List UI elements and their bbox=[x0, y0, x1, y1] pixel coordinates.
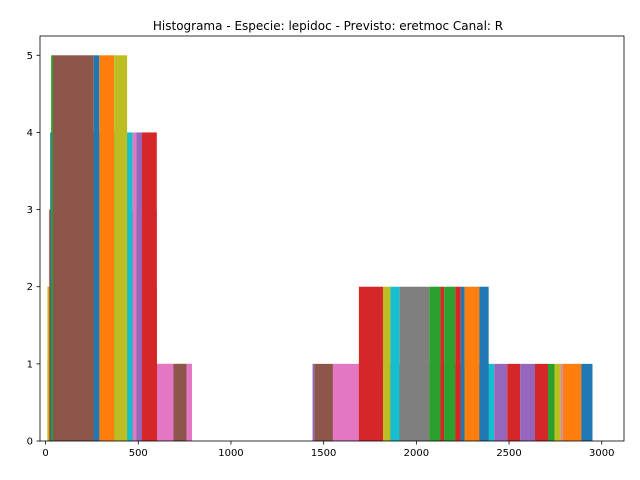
histogram-bar bbox=[136, 132, 142, 441]
y-tick-label: 1 bbox=[27, 359, 33, 370]
histogram-bar bbox=[560, 363, 563, 441]
histogram-bar bbox=[479, 286, 489, 441]
histogram-bar bbox=[460, 286, 465, 441]
histogram-bar bbox=[444, 286, 456, 441]
x-tick-label: 2000 bbox=[404, 448, 429, 459]
histogram-bar bbox=[507, 363, 521, 441]
x-tick-label: 0 bbox=[42, 448, 48, 459]
histogram-bar bbox=[314, 363, 333, 441]
x-tick-label: 500 bbox=[129, 448, 148, 459]
histogram-bar bbox=[440, 286, 445, 441]
x-tick-label: 2500 bbox=[496, 448, 521, 459]
histogram-bar bbox=[535, 363, 548, 441]
histogram-bar bbox=[390, 286, 400, 441]
histogram-bar bbox=[581, 363, 593, 441]
y-tick-label: 0 bbox=[27, 437, 33, 448]
histogram-bar bbox=[186, 363, 193, 441]
y-tick-label: 4 bbox=[27, 128, 33, 139]
chart-title: Histograma - Especie: lepidoc - Previsto… bbox=[153, 19, 503, 33]
y-tick-label: 5 bbox=[27, 51, 33, 62]
plot-frame bbox=[39, 35, 625, 442]
x-tick-label: 1000 bbox=[218, 448, 243, 459]
histogram-bar bbox=[554, 363, 561, 441]
bars-layer bbox=[47, 55, 593, 441]
histogram-bar bbox=[464, 286, 480, 441]
histogram-bar bbox=[312, 363, 315, 441]
histogram-bar bbox=[455, 286, 461, 441]
histogram-bar bbox=[99, 55, 115, 441]
histogram-bar bbox=[382, 286, 391, 441]
axes-layer bbox=[39, 35, 625, 442]
histogram-bar bbox=[93, 55, 100, 441]
histogram-bar bbox=[132, 132, 137, 441]
histogram-bar bbox=[399, 286, 430, 441]
x-tick-label: 3000 bbox=[589, 448, 614, 459]
histogram-bar bbox=[114, 55, 128, 441]
histogram-bar bbox=[173, 363, 187, 441]
y-tick-label: 2 bbox=[27, 282, 33, 293]
histogram-bar bbox=[51, 55, 53, 441]
ticks-layer: 0 500 1000 1500 2000 2500 3000 0 1 2 3 4 5 bbox=[27, 51, 615, 459]
histogram-bar bbox=[358, 286, 383, 441]
histogram-bar bbox=[52, 55, 94, 441]
histogram-bar bbox=[429, 286, 441, 441]
y-tick-label: 3 bbox=[27, 205, 33, 216]
histogram-bar bbox=[562, 363, 582, 441]
histogram-bar bbox=[520, 363, 536, 441]
histogram-bar bbox=[141, 132, 157, 441]
histogram-bar bbox=[494, 363, 508, 441]
x-tick-label: 1500 bbox=[311, 448, 336, 459]
histogram-bar bbox=[547, 363, 555, 441]
histogram-bar bbox=[122, 132, 133, 441]
